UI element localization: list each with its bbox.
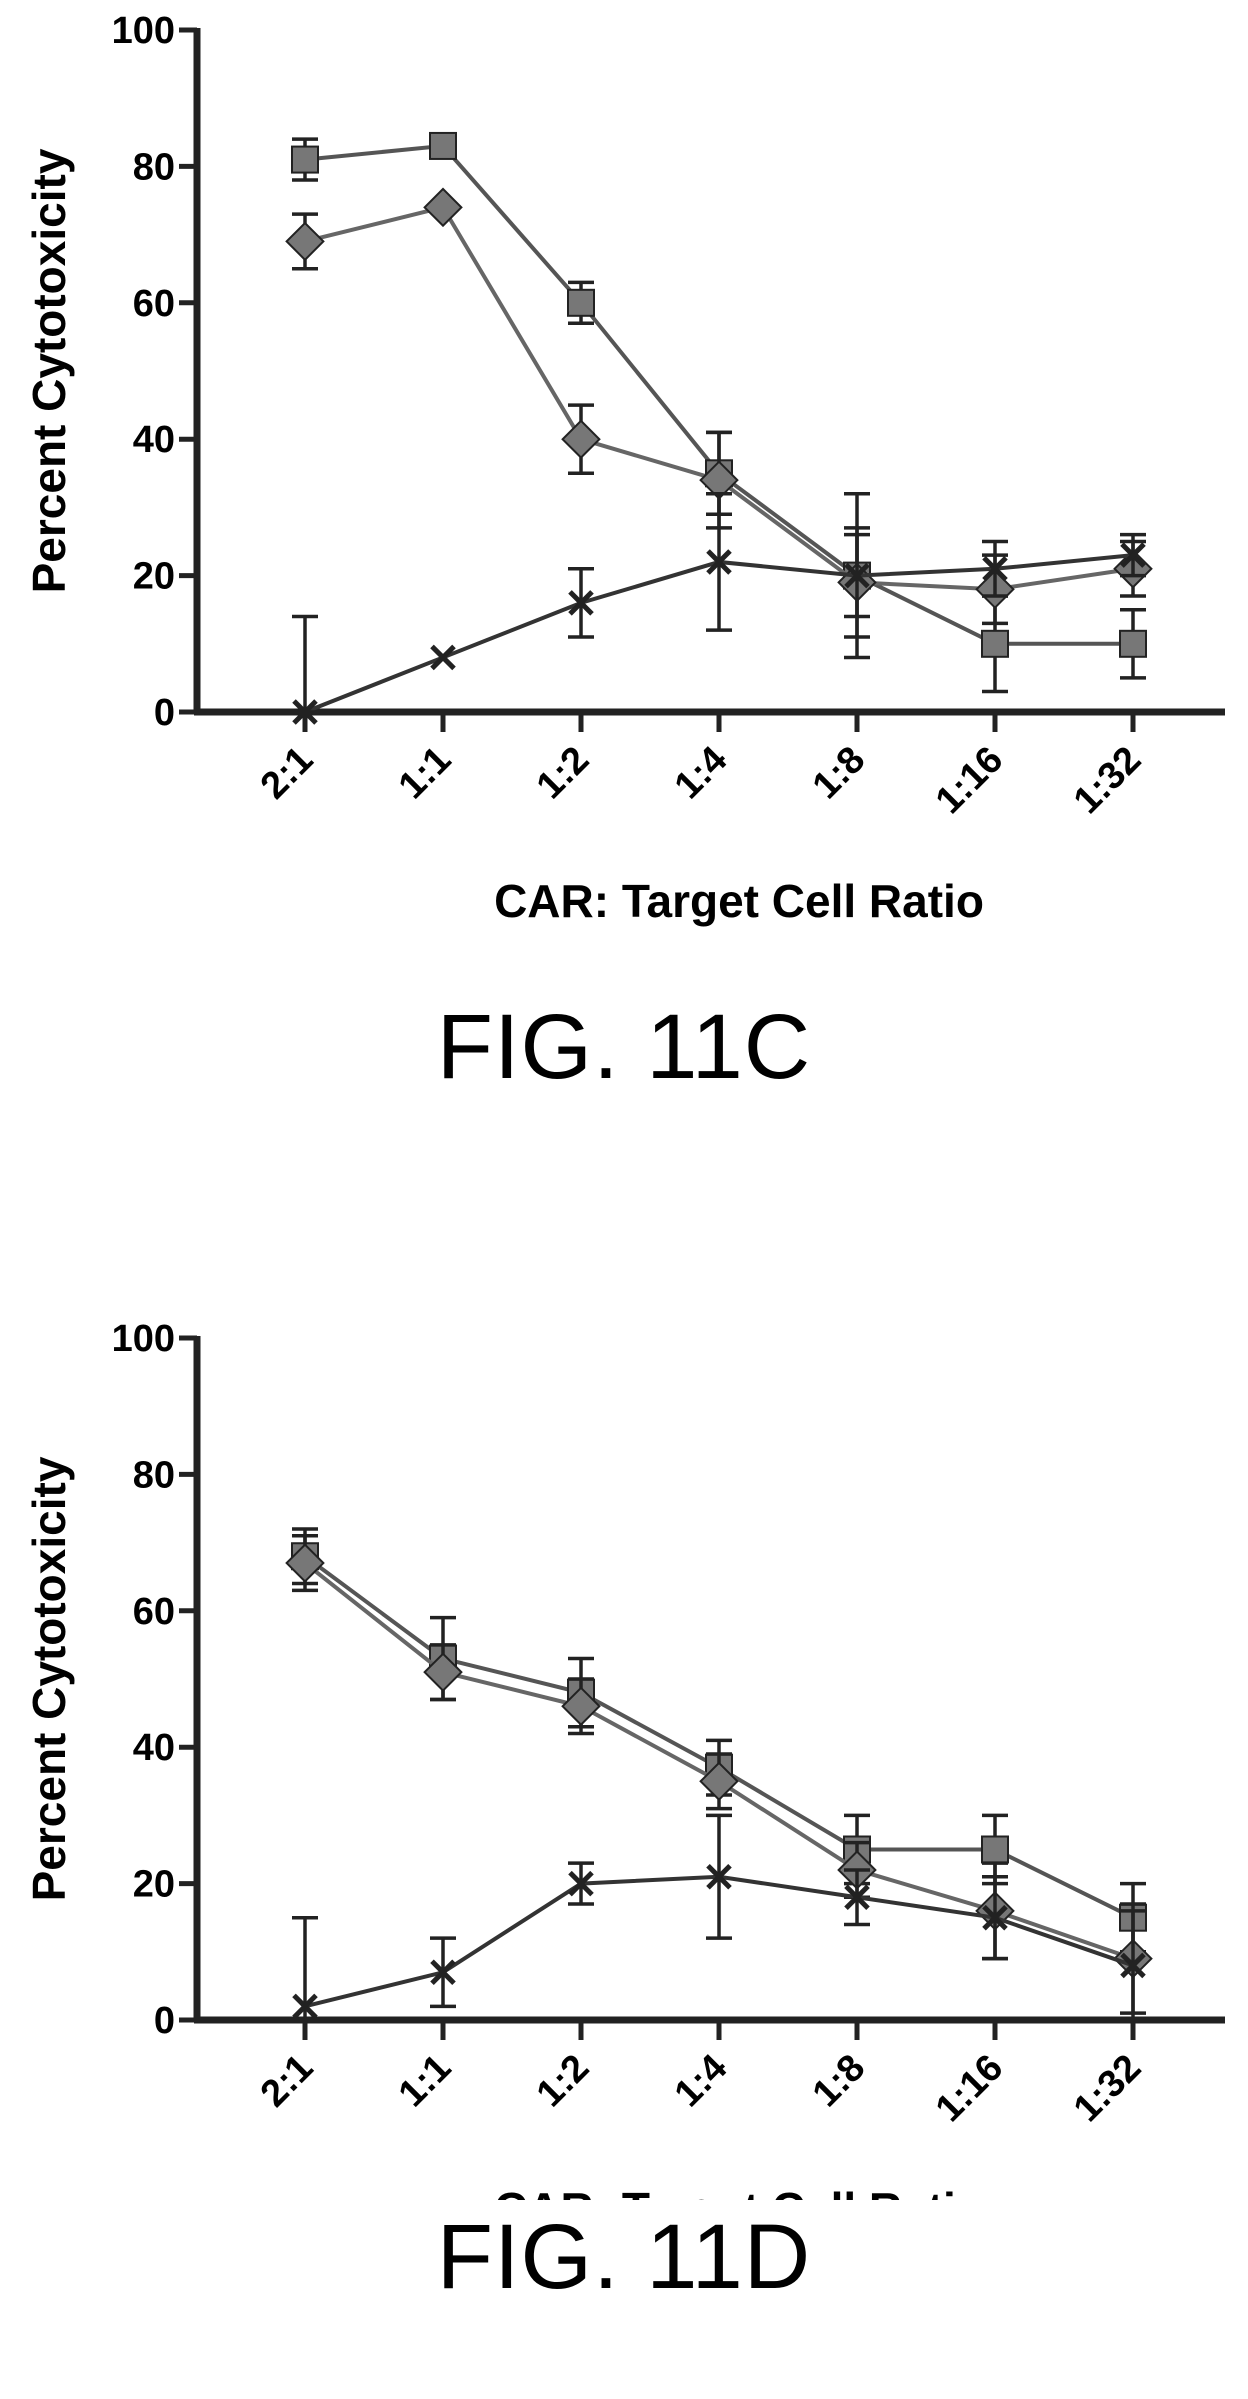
fig11d-data-point	[844, 1884, 870, 1911]
fig11d-data-point	[292, 1993, 318, 2020]
fig11c-y-axis-title: Percent Cytotoxicity	[23, 148, 75, 593]
figure-11d-chart: 0 20 40 60 80 100 2:1 1:1 1:2 1:4 1:8 1:16 1:32 CAR: …	[23, 1318, 1225, 2200]
figure-11c-panel: 0 20 40 60 80 100 2:1 1:1 1:2 1:4 1:8 1:16 1:32 CAR: …	[23, 10, 1225, 1098]
fig11c-y-tick-label: 100	[112, 10, 175, 52]
fig11c-data-point	[1119, 629, 1147, 658]
fig11d-x-tick-label: 2:1	[253, 2047, 322, 2116]
fig11c-data-point	[982, 556, 1008, 582]
fig11c-y-tick-label: 20	[133, 556, 175, 598]
fig11d-data-point	[706, 1864, 732, 1890]
fig11c-data-point	[706, 549, 732, 575]
fig11d-x-tick-label: 1:16	[928, 2047, 1011, 2130]
fig11d-y-axis-title: Percent Cytotoxicity	[23, 1456, 75, 1901]
fig11c-data-point	[430, 644, 456, 671]
fig11d-y-tick-label: 100	[112, 1318, 175, 1360]
fig11c-y-tick-label: 80	[133, 146, 175, 188]
fig11c-data-point	[568, 590, 594, 616]
fig11c-data-point	[292, 699, 318, 725]
fig11d-series-2	[285, 1534, 1153, 2015]
figure-11c-caption: FIG. 11C	[436, 996, 812, 1098]
fig11c-data-point	[567, 288, 595, 317]
fig11d-data-point	[981, 1835, 1009, 1864]
fig11c-data-point	[561, 419, 601, 459]
fig11d-data-point	[699, 1761, 739, 1802]
fig11d-x-tick-label: 1:32	[1066, 2047, 1149, 2130]
fig11d-data-point	[982, 1904, 1008, 1931]
fig11d-x-axis-title: CAR: Target Cell Ratio	[494, 2183, 984, 2200]
fig11c-data-point	[429, 131, 457, 160]
figure-11d-caption: FIG. 11D	[436, 2206, 812, 2308]
fig11c-data-point	[981, 629, 1009, 658]
fig11c-x-axis-title: CAR: Target Cell Ratio	[494, 875, 984, 927]
fig11c-x-tick-label: 1:2	[529, 739, 598, 808]
fig11c-y-tick-label: 0	[154, 692, 175, 734]
fig11c-data-point	[423, 187, 463, 228]
fig11c-series-3	[292, 492, 1146, 725]
fig11d-data-point	[568, 1870, 594, 1897]
fig11c-x-tick-label: 1:32	[1066, 739, 1149, 822]
fig11d-data-point	[1120, 1952, 1146, 1979]
fig11c-x-tick-label: 1:16	[928, 739, 1011, 822]
fig11d-y-tick-label: 0	[154, 2000, 175, 2042]
fig11d-data-point	[430, 1959, 456, 1986]
fig11d-x-tick-label: 1:2	[529, 2047, 598, 2116]
figure-11d-panel: 0 20 40 60 80 100 2:1 1:1 1:2 1:4 1:8 1:16 1:32 CAR: …	[0, 1200, 1248, 2399]
fig11d-series-3	[292, 1813, 1146, 2022]
fig11c-x-tick-label: 1:4	[667, 739, 736, 808]
fig11d-y-tick-label: 40	[133, 1727, 175, 1769]
fig11c-y-tick-label: 60	[133, 283, 175, 325]
fig11c-x-tick-label: 2:1	[253, 739, 322, 808]
fig11d-y-tick-label: 20	[133, 1864, 175, 1906]
fig11d-x-tick-label: 1:4	[667, 2047, 736, 2116]
fig11c-data-point	[285, 221, 325, 262]
fig11c-x-tick-label: 1:8	[805, 739, 874, 808]
fig11d-y-tick-label: 60	[133, 1591, 175, 1633]
fig11d-data-point	[423, 1652, 463, 1692]
fig11d-x-tick-label: 1:1	[391, 2047, 460, 2116]
figure-11c-chart: 0 20 40 60 80 100 2:1 1:1 1:2 1:4 1:8 1:16 1:32 CAR: …	[23, 10, 1225, 927]
fig11d-y-tick-label: 80	[133, 1454, 175, 1496]
fig11c-y-tick-label: 40	[133, 419, 175, 461]
fig11d-x-tick-label: 1:8	[805, 2047, 874, 2116]
fig11c-data-point	[291, 145, 319, 174]
fig11d-data-point	[285, 1543, 325, 1583]
fig11c-data-point	[1120, 542, 1146, 568]
fig11c-data-point	[699, 460, 739, 500]
fig11d-data-point	[561, 1686, 601, 1727]
fig11c-x-tick-label: 1:1	[391, 739, 460, 808]
fig11c-data-point	[844, 562, 870, 589]
